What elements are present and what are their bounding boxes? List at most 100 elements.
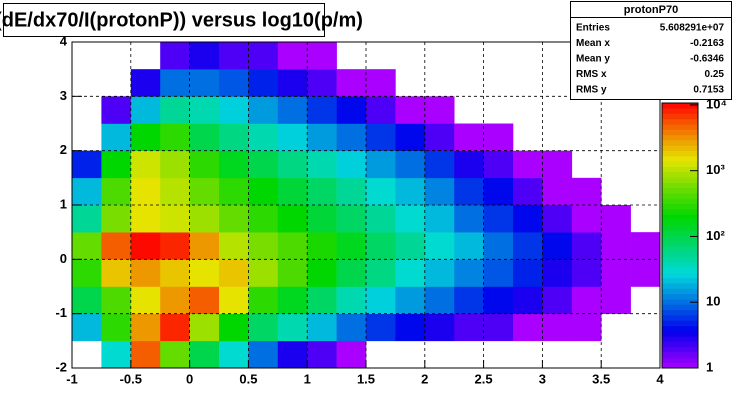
heat-cell [277, 177, 308, 206]
heat-cell [248, 96, 279, 124]
heat-cell [130, 313, 161, 342]
heat-cell [336, 150, 367, 179]
heat-cell [424, 259, 455, 287]
palette-band [662, 277, 698, 284]
heat-cell [277, 69, 308, 97]
heat-cell [72, 259, 102, 287]
heat-cell [160, 340, 190, 369]
stats-label: Entries [576, 23, 610, 34]
heat-cell [277, 123, 308, 151]
heat-cell [395, 123, 426, 151]
heat-cell [160, 313, 190, 342]
heat-cell [395, 259, 426, 287]
heat-cell [454, 259, 484, 287]
heat-cell [130, 150, 161, 179]
y-tick-label: 3 [60, 88, 67, 103]
heat-cell [101, 232, 132, 260]
heat-cell [72, 313, 102, 342]
heat-cell [248, 150, 279, 179]
palette-band [662, 304, 698, 310]
palette-frame [661, 102, 699, 369]
heat-cell [130, 340, 161, 369]
heat-cell [454, 313, 484, 342]
palette-band [662, 134, 698, 141]
heat-cell [424, 123, 455, 151]
heat-cell [130, 69, 161, 97]
palette-band [662, 336, 698, 342]
x-tick-label: 0 [186, 371, 193, 386]
heat-cell [307, 232, 337, 260]
heat-cell [571, 177, 602, 206]
heat-cell [219, 313, 249, 342]
palette-band [662, 315, 698, 321]
stats-title: protonP70 [624, 4, 678, 16]
heat-cell [189, 205, 220, 233]
z-tick-label: 10⁴ [706, 96, 727, 111]
heat-cell [219, 259, 249, 287]
palette-band [662, 230, 698, 236]
heat-cell [483, 259, 514, 287]
heat-cell [219, 42, 249, 70]
heat-cell [307, 286, 337, 314]
heat-cell [542, 259, 573, 287]
heat-cell [307, 205, 337, 233]
palette-band [662, 341, 698, 348]
heat-cell [307, 177, 337, 206]
heat-cell [189, 42, 220, 70]
heat-cell [277, 150, 308, 179]
heat-cell [630, 259, 661, 287]
heat-cell [395, 96, 426, 124]
heat-cell [160, 205, 190, 233]
x-tick-label: 2 [421, 371, 428, 386]
heat-cell [248, 42, 279, 70]
heat-cell [483, 205, 514, 233]
stats-label: RMS y [576, 85, 607, 96]
heat-cell [601, 232, 631, 260]
heat-cell [248, 313, 279, 342]
heat-cell [513, 150, 543, 179]
stats-label: RMS x [576, 69, 607, 80]
palette-band [662, 198, 698, 204]
heat-cell [307, 313, 337, 342]
x-tick-label: -1 [66, 371, 78, 386]
heat-cell [130, 123, 161, 151]
x-tick-label: 2.5 [475, 371, 493, 386]
heat-cell [307, 42, 337, 70]
palette-band [662, 272, 698, 279]
heat-cell [189, 340, 220, 369]
heat-cell [248, 259, 279, 287]
y-tick-label: 1 [60, 196, 67, 211]
heat-cell [454, 123, 484, 151]
heat-cell [101, 286, 132, 314]
heat-cell [542, 313, 573, 342]
heat-cell [248, 177, 279, 206]
x-tick-label: 4 [656, 371, 664, 386]
palette-band [662, 235, 698, 242]
palette-band [662, 108, 698, 114]
palette-band [662, 129, 698, 136]
heat-cell [571, 259, 602, 287]
heat-cell [72, 205, 102, 233]
heat-cell [513, 232, 543, 260]
heat-cell [395, 177, 426, 206]
heat-cell [72, 177, 102, 206]
palette-band [662, 246, 698, 252]
heat-cell [219, 150, 249, 179]
heat-cell [336, 123, 367, 151]
heat-cell [160, 286, 190, 314]
heat-cell [219, 340, 249, 369]
heat-cell [72, 286, 102, 314]
palette-band [662, 352, 698, 358]
heat-cell [307, 96, 337, 124]
palette-band [662, 357, 698, 363]
heat-cell [454, 177, 484, 206]
heat-cell [277, 313, 308, 342]
heat-cell [160, 232, 190, 260]
x-tick-label: -0.5 [120, 371, 142, 386]
heat-cell [307, 150, 337, 179]
heat-cell [513, 313, 543, 342]
heat-cell [248, 123, 279, 151]
heat-cell [219, 286, 249, 314]
heat-cell [130, 232, 161, 260]
